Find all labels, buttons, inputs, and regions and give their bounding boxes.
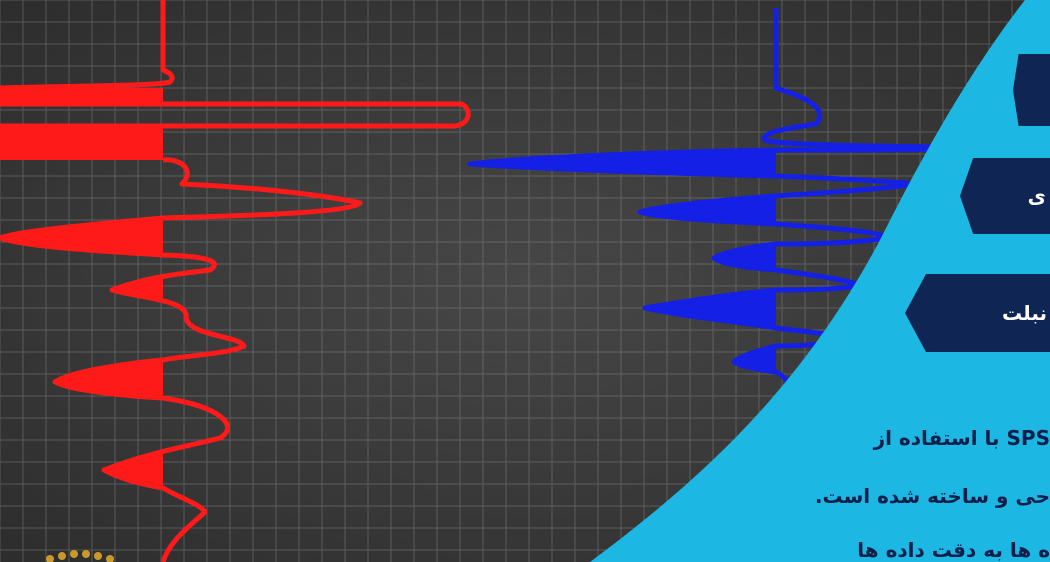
cyan-panel [590,0,1050,562]
red-trace-fill [0,88,163,488]
red-trace-line [0,0,471,562]
nav-button-2[interactable]: ی [960,158,1050,234]
logo-emblem [46,550,114,562]
description-line-3: ه ها به دقت داده ها [857,538,1050,562]
nav-button-3[interactable]: نبلت [905,274,1050,352]
nav-button-1[interactable] [1013,54,1050,126]
blue-trace-line [467,8,993,405]
description-line-1: SPS با استفاده از [873,426,1050,450]
description-line-2: حی و ساخته شده است. [814,484,1050,508]
